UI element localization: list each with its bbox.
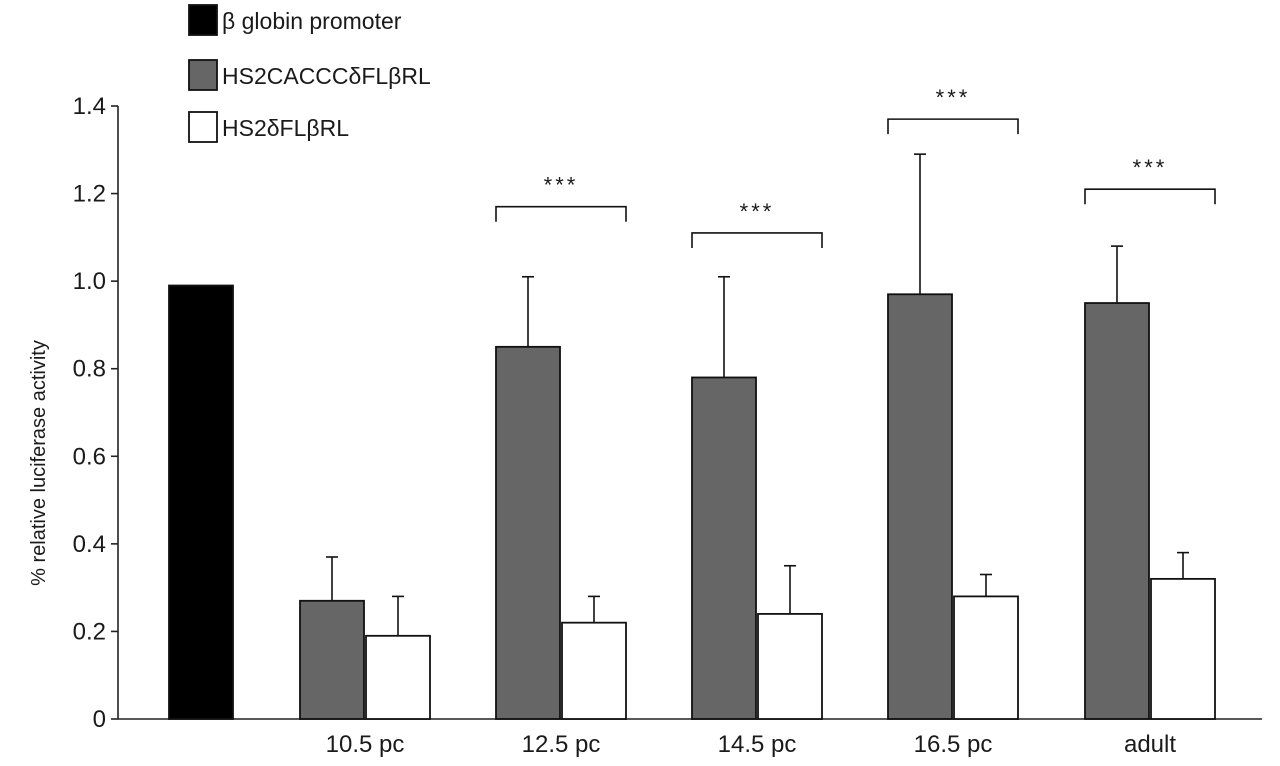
bar xyxy=(561,621,627,720)
y-tick-label: 1.0 xyxy=(73,268,106,295)
bar xyxy=(757,613,823,720)
bars xyxy=(168,284,1216,720)
bar xyxy=(299,599,365,720)
legend-label: HS2δFLβRL xyxy=(222,115,349,141)
y-tick-label: 0.6 xyxy=(73,443,106,470)
significance-bracket xyxy=(691,232,823,248)
bar xyxy=(168,284,234,720)
legend-label: HS2CACCCδFLβRL xyxy=(222,63,431,89)
y-tick-label: 0 xyxy=(93,706,106,733)
significance-label: *** xyxy=(544,173,579,198)
significance-label: *** xyxy=(936,85,971,110)
bar xyxy=(365,634,431,720)
bar xyxy=(953,595,1019,720)
x-tick-label: adult xyxy=(1124,731,1176,758)
significance-bracket xyxy=(887,118,1019,135)
x-tick-label: 16.5 pc xyxy=(914,731,993,758)
y-axis-label: % relative luciferase activity xyxy=(28,340,50,586)
bar xyxy=(1150,577,1216,720)
legend-swatch xyxy=(188,4,218,36)
significance-bracket xyxy=(1084,188,1216,205)
error-bars xyxy=(326,153,1189,636)
axes: 0 0.2 0.4 0.6 0.8 1.0 1.2 1.4 % relative lucifer… xyxy=(28,93,1262,758)
x-tick-label: 14.5 pc xyxy=(718,731,797,758)
y-tick-label: 1.2 xyxy=(73,181,106,208)
legend-swatch xyxy=(188,111,218,143)
x-tick-label: 10.5 pc xyxy=(326,731,405,758)
significance-bracket xyxy=(495,205,627,222)
bar xyxy=(1084,302,1150,720)
y-tick-label: 1.4 xyxy=(73,93,106,120)
y-tick-label: 0.4 xyxy=(73,531,106,558)
x-tick-label: 12.5 pc xyxy=(522,731,601,758)
y-tick-label: 0.8 xyxy=(73,356,106,383)
bar xyxy=(495,345,561,720)
bar xyxy=(691,376,757,720)
bar xyxy=(887,293,953,720)
legend-swatch xyxy=(188,59,218,91)
significance-label: *** xyxy=(1133,155,1168,180)
significance-label: *** xyxy=(740,199,775,224)
significance-annotations: *** *** *** *** xyxy=(495,85,1216,248)
legend: β globin promoter HS2CACCCδFLβRL HS2δFLβRL xyxy=(188,4,431,143)
y-tick-label: 0.2 xyxy=(73,618,106,645)
legend-label: β globin promoter xyxy=(222,8,402,34)
